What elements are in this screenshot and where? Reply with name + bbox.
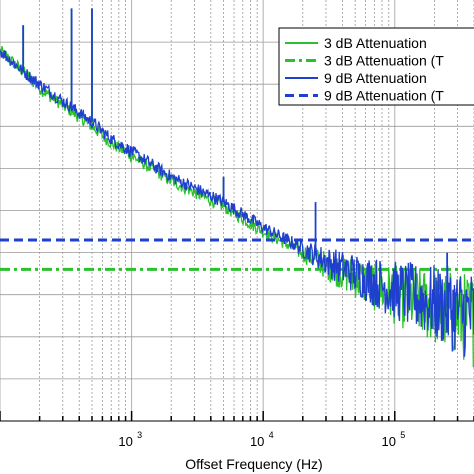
x-tick-label: 10 [118, 434, 132, 449]
x-tick-label-exponent: 4 [269, 430, 274, 440]
x-axis [0, 411, 474, 422]
x-tick-labels: 10 3 10 4 10 5 [118, 430, 405, 449]
series-line [0, 50, 474, 357]
x-tick-label: 10 [250, 434, 264, 449]
legend-label: 9 dB Attenuation (T [324, 88, 444, 104]
series-3 [0, 8, 474, 357]
x-tick-label-exponent: 5 [400, 430, 405, 440]
legend-label: 3 dB Attenuation (T [324, 53, 444, 69]
legend-label: 3 dB Attenuation [324, 35, 427, 51]
x-tick-label-exponent: 3 [137, 430, 142, 440]
legend-label: 9 dB Attenuation [324, 70, 427, 86]
x-axis-title: Offset Frequency (Hz) [185, 456, 322, 472]
x-tick-label: 10 [382, 434, 396, 449]
legend-box [278, 27, 474, 106]
plot-area [0, 8, 474, 368]
